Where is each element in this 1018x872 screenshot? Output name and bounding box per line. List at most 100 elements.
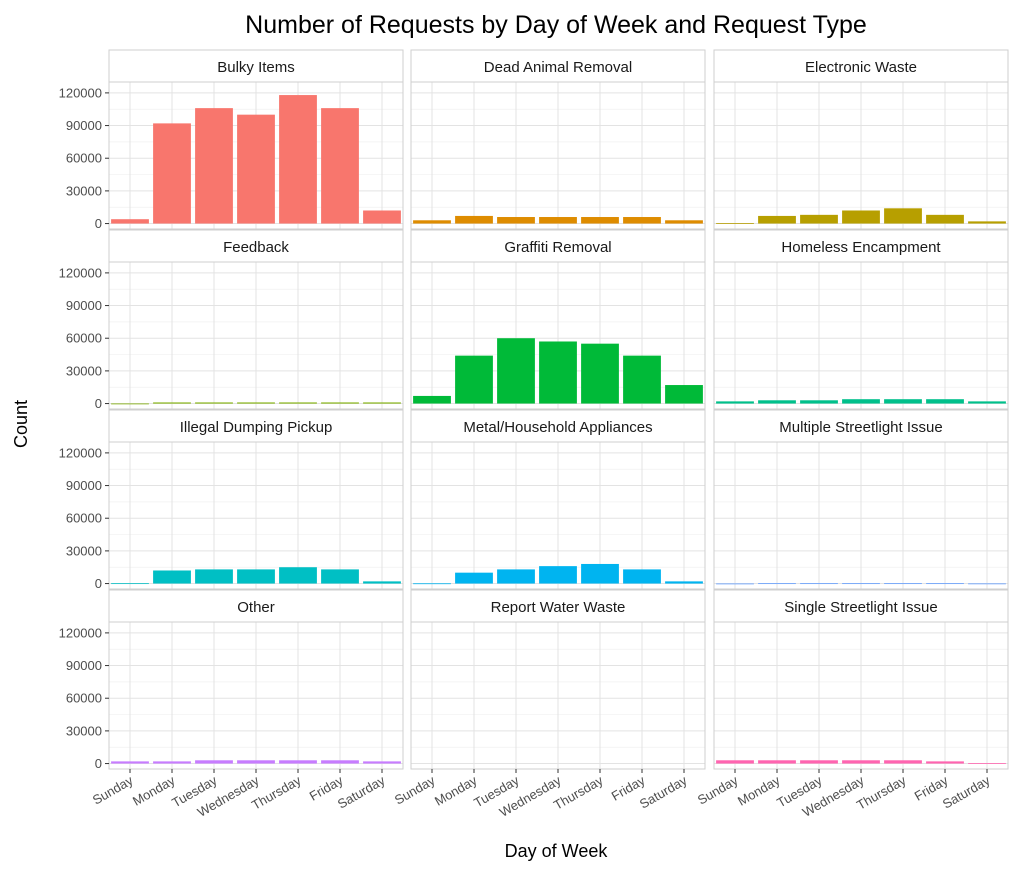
bar-multiple-streetlight-issue-saturday — [968, 583, 1006, 585]
y-tick-label: 90000 — [66, 298, 102, 313]
bar-metal-household-appliances-sunday — [413, 583, 451, 585]
bar-homeless-encampment-wednesday — [842, 399, 880, 404]
bar-electronic-waste-friday — [926, 214, 964, 224]
bar-feedback-sunday — [111, 403, 149, 405]
bar-dead-animal-removal-sunday — [413, 220, 451, 224]
x-axis-title: Day of Week — [505, 841, 609, 861]
bar-multiple-streetlight-issue-friday — [926, 583, 964, 585]
y-tick-label: 30000 — [66, 543, 102, 558]
facet-panels: Bulky Items 0 30000 60000 90000 120000 Dead An… — [59, 49, 1009, 820]
y-tick-label: 60000 — [66, 691, 102, 706]
bar-illegal-dumping-pickup-tuesday — [195, 569, 233, 584]
panel-border — [713, 81, 1009, 230]
facet-panel-electronic-waste: Electronic Waste — [713, 49, 1009, 230]
x-tick-label: Saturday — [335, 772, 388, 811]
bar-metal-household-appliances-saturday — [665, 581, 703, 584]
y-tick-label: 60000 — [66, 151, 102, 166]
facet-strip-label: Graffiti Removal — [504, 239, 611, 256]
facet-panel-metal-household-appliances: Metal/Household Appliances — [410, 409, 706, 590]
bar-other-thursday — [279, 760, 317, 764]
bar-metal-household-appliances-thursday — [581, 563, 619, 584]
bar-multiple-streetlight-issue-tuesday — [800, 583, 838, 585]
bar-homeless-encampment-saturday — [968, 401, 1006, 404]
bar-feedback-tuesday — [195, 402, 233, 404]
panel-border — [713, 261, 1009, 410]
facet-panel-feedback: Feedback 0 30000 60000 90000 120000 — [59, 229, 404, 411]
bar-other-friday — [321, 760, 359, 764]
bar-electronic-waste-tuesday — [800, 214, 838, 224]
bar-dead-animal-removal-thursday — [581, 217, 619, 224]
facet-strip — [108, 409, 404, 443]
panel-border — [713, 441, 1009, 590]
bar-single-streetlight-issue-tuesday — [800, 760, 838, 764]
bar-feedback-monday — [153, 402, 191, 404]
bar-other-monday — [153, 761, 191, 764]
bar-other-tuesday — [195, 760, 233, 764]
facet-strip-label: Feedback — [223, 239, 289, 256]
facet-strip-label: Report Water Waste — [491, 599, 626, 616]
bar-bulky-items-thursday — [279, 95, 317, 224]
facet-strip-label: Homeless Encampment — [781, 239, 941, 256]
bar-electronic-waste-saturday — [968, 221, 1006, 224]
bar-homeless-encampment-thursday — [884, 399, 922, 404]
facet-panel-report-water-waste: Report Water WasteSundayMondayTuesdayWed… — [392, 589, 706, 820]
bar-electronic-waste-thursday — [884, 208, 922, 224]
bar-illegal-dumping-pickup-monday — [153, 570, 191, 584]
facet-panel-bulky-items: Bulky Items 0 30000 60000 90000 120000 — [59, 49, 404, 231]
facet-strip-label: Dead Animal Removal — [484, 59, 632, 76]
facet-strip — [713, 589, 1009, 623]
bar-homeless-encampment-tuesday — [800, 400, 838, 404]
bar-other-saturday — [363, 761, 401, 764]
x-tick-label: Monday — [432, 772, 480, 808]
bar-electronic-waste-monday — [758, 215, 796, 224]
facet-strip — [410, 49, 706, 83]
chart-title: Number of Requests by Day of Week and Re… — [245, 11, 867, 39]
bar-other-sunday — [111, 761, 149, 764]
facet-strip — [713, 49, 1009, 83]
bar-bulky-items-tuesday — [195, 108, 233, 224]
panel-border — [410, 441, 706, 590]
bar-homeless-encampment-sunday — [716, 401, 754, 404]
facet-panel-graffiti-removal: Graffiti Removal — [410, 229, 706, 410]
x-tick-label: Monday — [735, 772, 783, 808]
y-tick-label: 30000 — [66, 183, 102, 198]
bar-multiple-streetlight-issue-thursday — [884, 583, 922, 585]
bar-electronic-waste-wednesday — [842, 210, 880, 224]
panel-border — [108, 261, 404, 410]
bar-single-streetlight-issue-saturday — [968, 763, 1006, 764]
bar-dead-animal-removal-monday — [455, 215, 493, 224]
y-tick-label: 90000 — [66, 478, 102, 493]
y-tick-label: 90000 — [66, 658, 102, 673]
facet-strip-label: Bulky Items — [217, 59, 295, 76]
panel-border — [410, 81, 706, 230]
bar-graffiti-removal-sunday — [413, 395, 451, 404]
x-tick-label: Saturday — [940, 772, 993, 811]
bar-single-streetlight-issue-friday — [926, 761, 964, 764]
facet-panel-multiple-streetlight-issue: Multiple Streetlight Issue — [713, 409, 1009, 590]
bar-bulky-items-wednesday — [237, 114, 275, 224]
bar-dead-animal-removal-tuesday — [497, 217, 535, 224]
y-axis-title: Count — [11, 400, 31, 448]
bar-bulky-items-sunday — [111, 219, 149, 224]
y-tick-label: 0 — [95, 576, 102, 591]
bar-single-streetlight-issue-thursday — [884, 760, 922, 764]
bar-homeless-encampment-monday — [758, 400, 796, 404]
bar-multiple-streetlight-issue-sunday — [716, 583, 754, 585]
y-tick-label: 120000 — [59, 625, 102, 640]
facet-panel-other: Other0300006000090000120000SundayMondayT… — [59, 589, 404, 820]
facet-strip — [410, 409, 706, 443]
bar-other-wednesday — [237, 760, 275, 764]
bar-illegal-dumping-pickup-saturday — [363, 581, 401, 584]
facet-strip-label: Single Streetlight Issue — [784, 599, 937, 616]
facet-strip-label: Illegal Dumping Pickup — [180, 419, 333, 436]
bar-multiple-streetlight-issue-monday — [758, 583, 796, 585]
bar-bulky-items-friday — [321, 108, 359, 224]
facet-strip — [713, 409, 1009, 443]
bar-illegal-dumping-pickup-sunday — [111, 583, 149, 585]
bar-illegal-dumping-pickup-friday — [321, 569, 359, 584]
bar-dead-animal-removal-friday — [623, 217, 661, 224]
facet-panel-single-streetlight-issue: Single Streetlight IssueSundayMondayTues… — [695, 589, 1009, 820]
facet-strip — [108, 49, 404, 83]
bar-bulky-items-saturday — [363, 210, 401, 224]
